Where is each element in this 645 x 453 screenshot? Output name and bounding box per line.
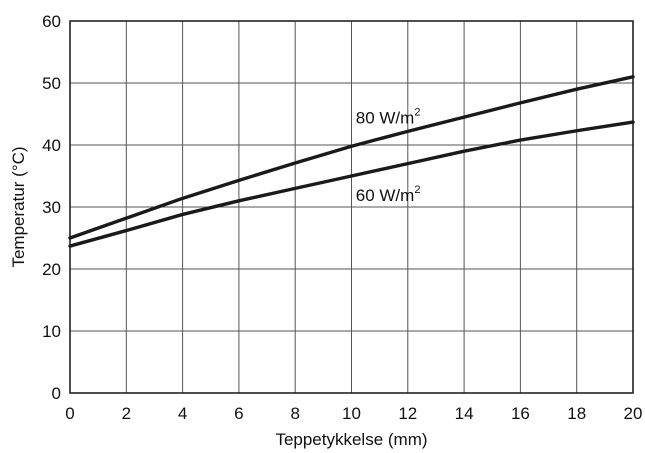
series-label-superscript: 2 (414, 106, 420, 118)
x-tick-label: 10 (342, 404, 361, 423)
x-tick-label: 0 (65, 404, 74, 423)
y-axis-title: Temperatur (°C) (9, 146, 28, 267)
x-tick-label: 6 (234, 404, 243, 423)
y-axis-ticks: 0 10 20 30 40 50 60 (42, 12, 61, 403)
series-label: 80 W/m2 (356, 106, 421, 127)
x-tick-label: 12 (398, 404, 417, 423)
y-tick-label: 50 (42, 74, 61, 93)
x-tick-label: 20 (624, 404, 643, 423)
y-tick-label: 0 (52, 384, 61, 403)
x-tick-label: 8 (290, 404, 299, 423)
x-axis-title: Teppetykkelse (mm) (275, 430, 427, 449)
series-label-superscript: 2 (414, 184, 420, 196)
x-tick-label: 16 (511, 404, 530, 423)
y-tick-label: 30 (42, 198, 61, 217)
y-tick-label: 20 (42, 260, 61, 279)
series-line (68, 120, 635, 248)
series-label-base: 80 W/m (356, 108, 415, 127)
series-label-base: 60 W/m (356, 186, 415, 205)
series-label: 60 W/m2 (356, 184, 421, 205)
series-line (68, 75, 635, 240)
series-lines (68, 75, 635, 248)
x-tick-label: 14 (455, 404, 474, 423)
y-tick-label: 60 (42, 12, 61, 31)
plot-frame (69, 20, 634, 394)
y-tick-label: 40 (42, 136, 61, 155)
x-tick-label: 4 (178, 404, 187, 423)
x-axis-ticks: 0 2 4 6 8 10 12 14 16 18 20 (65, 404, 642, 423)
x-tick-label: 18 (567, 404, 586, 423)
y-tick-label: 10 (42, 322, 61, 341)
x-tick-label: 2 (122, 404, 131, 423)
